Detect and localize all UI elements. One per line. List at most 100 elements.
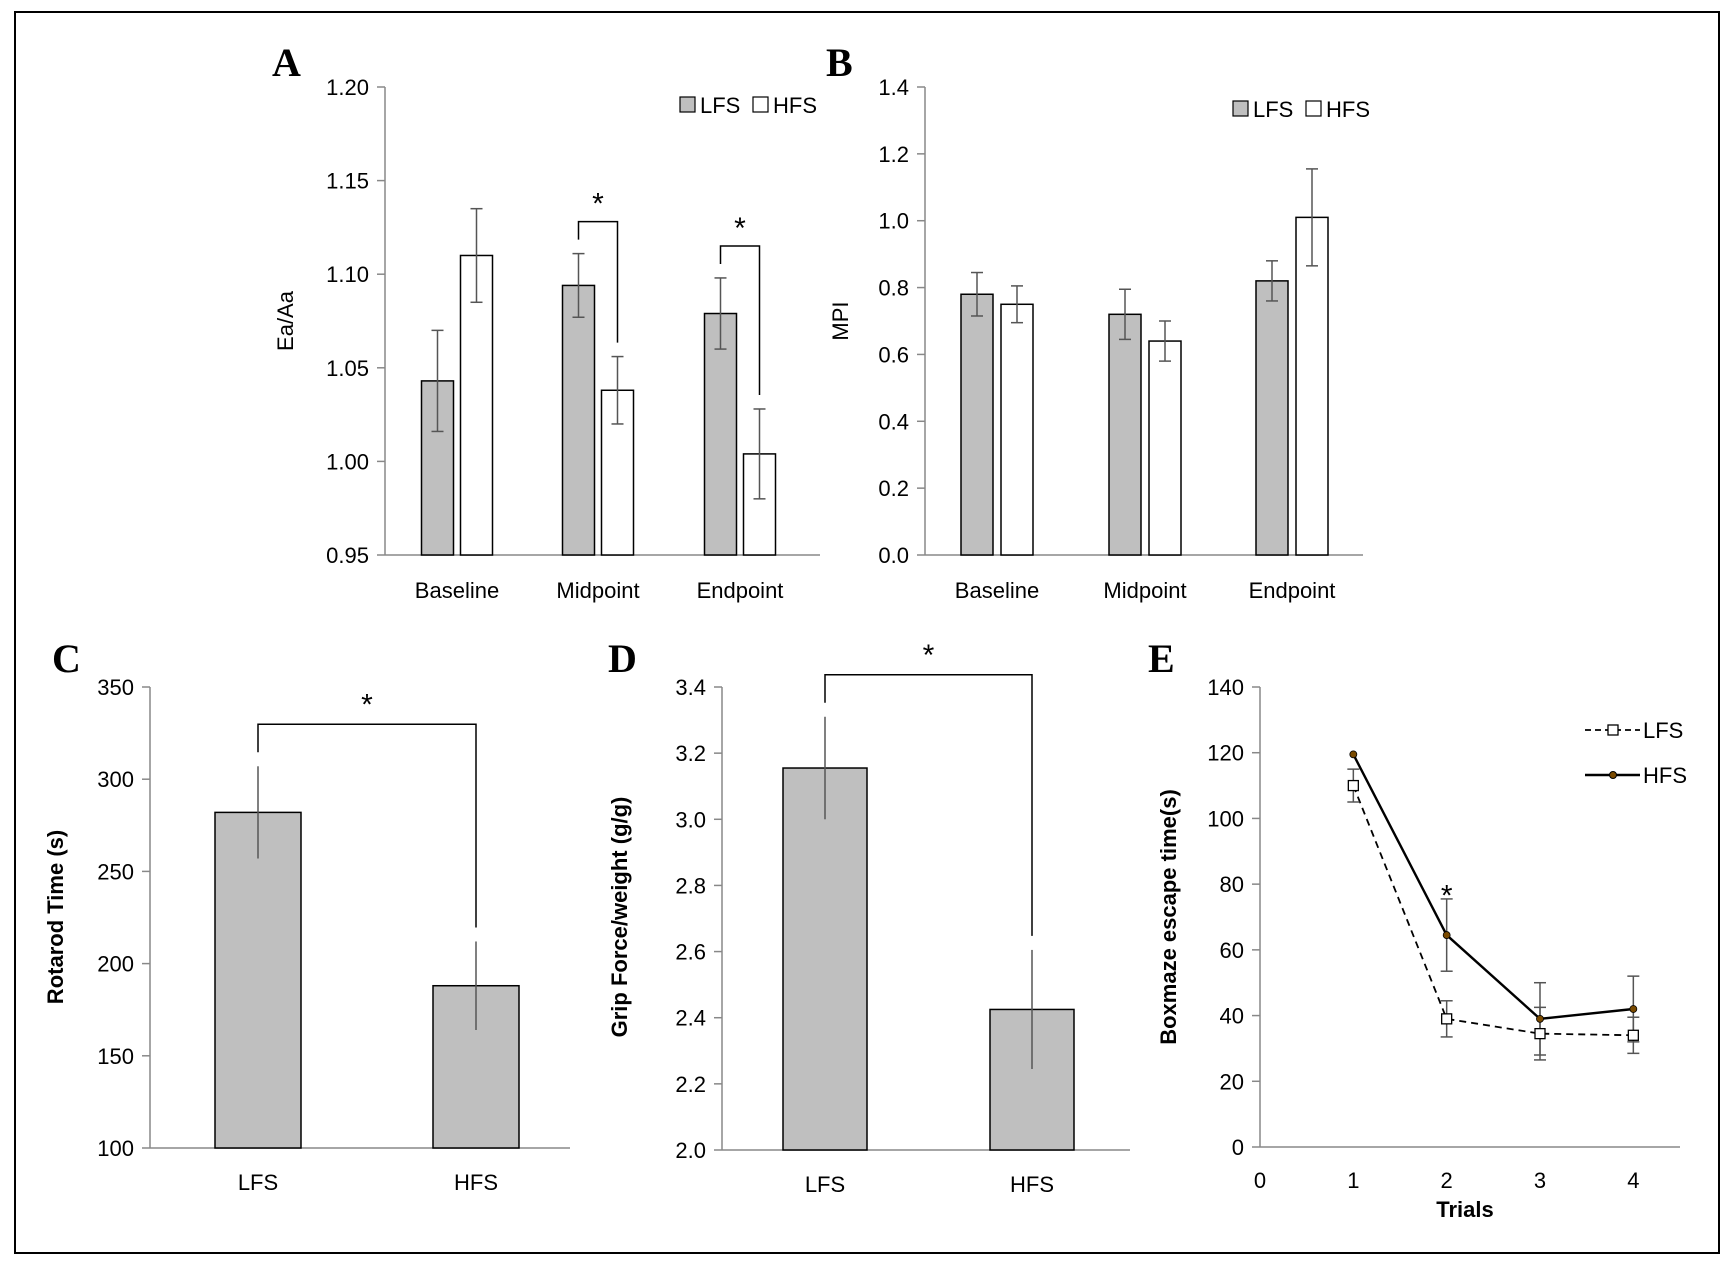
x-tick-label: 3 xyxy=(1534,1168,1546,1193)
legend-label-lfs: LFS xyxy=(1643,718,1683,743)
y-tick-label: 1.4 xyxy=(878,75,909,100)
y-tick-label: 1.2 xyxy=(878,142,909,167)
significance-star: * xyxy=(361,688,373,721)
y-tick-label: 1.00 xyxy=(326,449,369,474)
legend-marker-lfs xyxy=(1607,724,1619,736)
y-tick-label: 350 xyxy=(97,675,134,700)
x-tick-label: 0 xyxy=(1254,1168,1266,1193)
data-point-hfs xyxy=(1442,931,1451,939)
x-tick-label: HFS xyxy=(1010,1172,1054,1197)
legend-label-hfs: HFS xyxy=(1643,763,1687,788)
y-axis-title: Rotarod Time (s) xyxy=(43,830,68,1004)
y-tick-label: 0.4 xyxy=(878,409,909,434)
significance-star: * xyxy=(734,212,746,245)
x-axis-title: Trials xyxy=(1436,1197,1493,1222)
y-tick-label: 250 xyxy=(97,859,134,884)
bar-hfs-baseline xyxy=(1000,303,1034,556)
bar-lfs-midpoint xyxy=(561,284,596,556)
bar-hfs-endpoint xyxy=(1295,216,1329,556)
data-point-lfs xyxy=(1441,1013,1453,1025)
x-tick-label: Endpoint xyxy=(1249,578,1336,603)
data-point-hfs xyxy=(1536,1014,1544,1023)
bar-hfs-midpoint xyxy=(1148,340,1182,556)
bar-lfs-baseline xyxy=(420,380,455,556)
x-tick-label: LFS xyxy=(805,1172,845,1197)
significance-bracket xyxy=(257,723,477,928)
legend-swatch-lfs xyxy=(1232,100,1249,117)
y-axis-title: Boxmaze escape time(s) xyxy=(1156,789,1181,1045)
y-axis-title: Grip Force/weight (g/g) xyxy=(607,797,632,1038)
significance-bracket xyxy=(719,245,761,395)
y-tick-label: 300 xyxy=(97,767,134,792)
significance-bracket xyxy=(824,674,1033,936)
y-tick-label: 80 xyxy=(1220,872,1244,897)
y-tick-label: 3.4 xyxy=(675,675,706,700)
figure-frame xyxy=(14,11,1720,1254)
legend-label-hfs: HFS xyxy=(773,93,817,118)
legend-label-lfs: LFS xyxy=(1253,97,1293,122)
y-tick-label: 0.8 xyxy=(878,276,909,301)
y-tick-label: 0.2 xyxy=(878,476,909,501)
legend-swatch-lfs xyxy=(679,96,696,113)
bar-lfs-baseline xyxy=(960,293,994,556)
x-tick-label: Baseline xyxy=(955,578,1039,603)
y-axis-title: MPI xyxy=(828,301,853,340)
significance-star: * xyxy=(592,188,604,221)
legend-label-lfs: LFS xyxy=(700,93,740,118)
y-tick-label: 0.95 xyxy=(326,543,369,568)
y-tick-label: 1.15 xyxy=(326,169,369,194)
legend-marker-hfs xyxy=(1609,771,1617,779)
y-tick-label: 0 xyxy=(1232,1135,1244,1160)
legend-swatch-hfs xyxy=(1305,100,1322,117)
x-tick-label: Midpoint xyxy=(1103,578,1186,603)
data-point-hfs xyxy=(1349,750,1358,759)
y-tick-label: 60 xyxy=(1220,938,1244,963)
panel-letter-b: B xyxy=(826,40,853,85)
data-point-lfs xyxy=(1627,1029,1639,1041)
bar-lfs xyxy=(214,811,302,1149)
y-tick-label: 140 xyxy=(1207,675,1244,700)
x-tick-label: 1 xyxy=(1347,1168,1359,1193)
y-tick-label: 1.0 xyxy=(878,209,909,234)
data-point-lfs xyxy=(1347,779,1359,792)
y-tick-label: 2.4 xyxy=(675,1006,706,1031)
bar-hfs-baseline xyxy=(459,254,494,556)
y-tick-label: 2.0 xyxy=(675,1138,706,1163)
y-tick-label: 2.2 xyxy=(675,1072,706,1097)
data-point-lfs xyxy=(1534,1027,1546,1040)
y-tick-label: 120 xyxy=(1207,741,1244,766)
y-tick-label: 0.6 xyxy=(878,342,909,367)
panel-letter-a: A xyxy=(272,40,301,85)
y-tick-label: 3.2 xyxy=(675,741,706,766)
y-tick-label: 1.10 xyxy=(326,262,369,287)
y-tick-label: 1.20 xyxy=(326,75,369,100)
panel-letter-e: E xyxy=(1148,636,1175,681)
x-tick-label: Endpoint xyxy=(697,578,784,603)
series-line-lfs xyxy=(1352,785,1634,1037)
data-point-hfs xyxy=(1629,1005,1638,1013)
significance-star: * xyxy=(1441,880,1453,913)
y-tick-label: 40 xyxy=(1220,1004,1244,1029)
y-tick-label: 2.6 xyxy=(675,940,706,965)
bar-lfs-midpoint xyxy=(1108,313,1142,556)
x-tick-label: 2 xyxy=(1441,1168,1453,1193)
y-axis-title: Ea/Aa xyxy=(273,290,298,351)
bar-lfs-endpoint xyxy=(1255,280,1289,556)
y-tick-label: 100 xyxy=(97,1136,134,1161)
y-tick-label: 3.0 xyxy=(675,807,706,832)
x-tick-label: Midpoint xyxy=(556,578,639,603)
bar-lfs-endpoint xyxy=(703,312,738,556)
x-tick-label: Baseline xyxy=(415,578,499,603)
significance-star: * xyxy=(923,639,935,672)
y-tick-label: 2.8 xyxy=(675,873,706,898)
significance-bracket xyxy=(577,220,619,343)
x-tick-label: HFS xyxy=(454,1170,498,1195)
y-tick-label: 0.0 xyxy=(878,543,909,568)
x-tick-label: 4 xyxy=(1627,1168,1639,1193)
y-tick-label: 100 xyxy=(1207,806,1244,831)
bar-lfs xyxy=(782,767,868,1151)
y-tick-label: 200 xyxy=(97,952,134,977)
y-tick-label: 150 xyxy=(97,1044,134,1069)
panel-letter-c: C xyxy=(52,636,81,681)
